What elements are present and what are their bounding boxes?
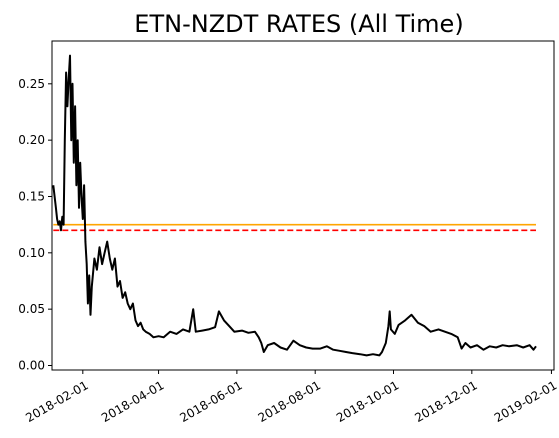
x-tick-label: 2019-02-01 [492, 378, 559, 425]
plot-frame [51, 40, 555, 371]
y-axis: 0.00 0.05 0.10 0.15 0.20 0.25 [18, 77, 52, 372]
y-tick-label: 0.20 [18, 133, 45, 147]
x-tick-label: 2018-04-01 [99, 378, 166, 425]
y-tick-label: 0.15 [18, 189, 45, 203]
x-tick-label: 2018-10-01 [334, 378, 401, 425]
x-tick-label: 2018-02-01 [23, 378, 90, 425]
x-axis: 2018-02-01 2018-04-01 2018-06-01 2018-08-01… [23, 370, 559, 425]
y-tick-label: 0.05 [18, 302, 45, 316]
y-tick-label: 0.25 [18, 77, 45, 91]
x-tick-label: 2018-08-01 [256, 378, 323, 425]
series-line-0 [52, 54, 537, 357]
y-tick-label: 0.10 [18, 246, 45, 260]
chart-title: ETN-NZDT RATES (All Time) [134, 10, 463, 38]
y-tick-label: 0.00 [18, 358, 45, 372]
x-tick-label: 2018-12-01 [412, 378, 479, 425]
series-layer [52, 54, 537, 357]
x-tick-label: 2018-06-01 [177, 378, 244, 425]
